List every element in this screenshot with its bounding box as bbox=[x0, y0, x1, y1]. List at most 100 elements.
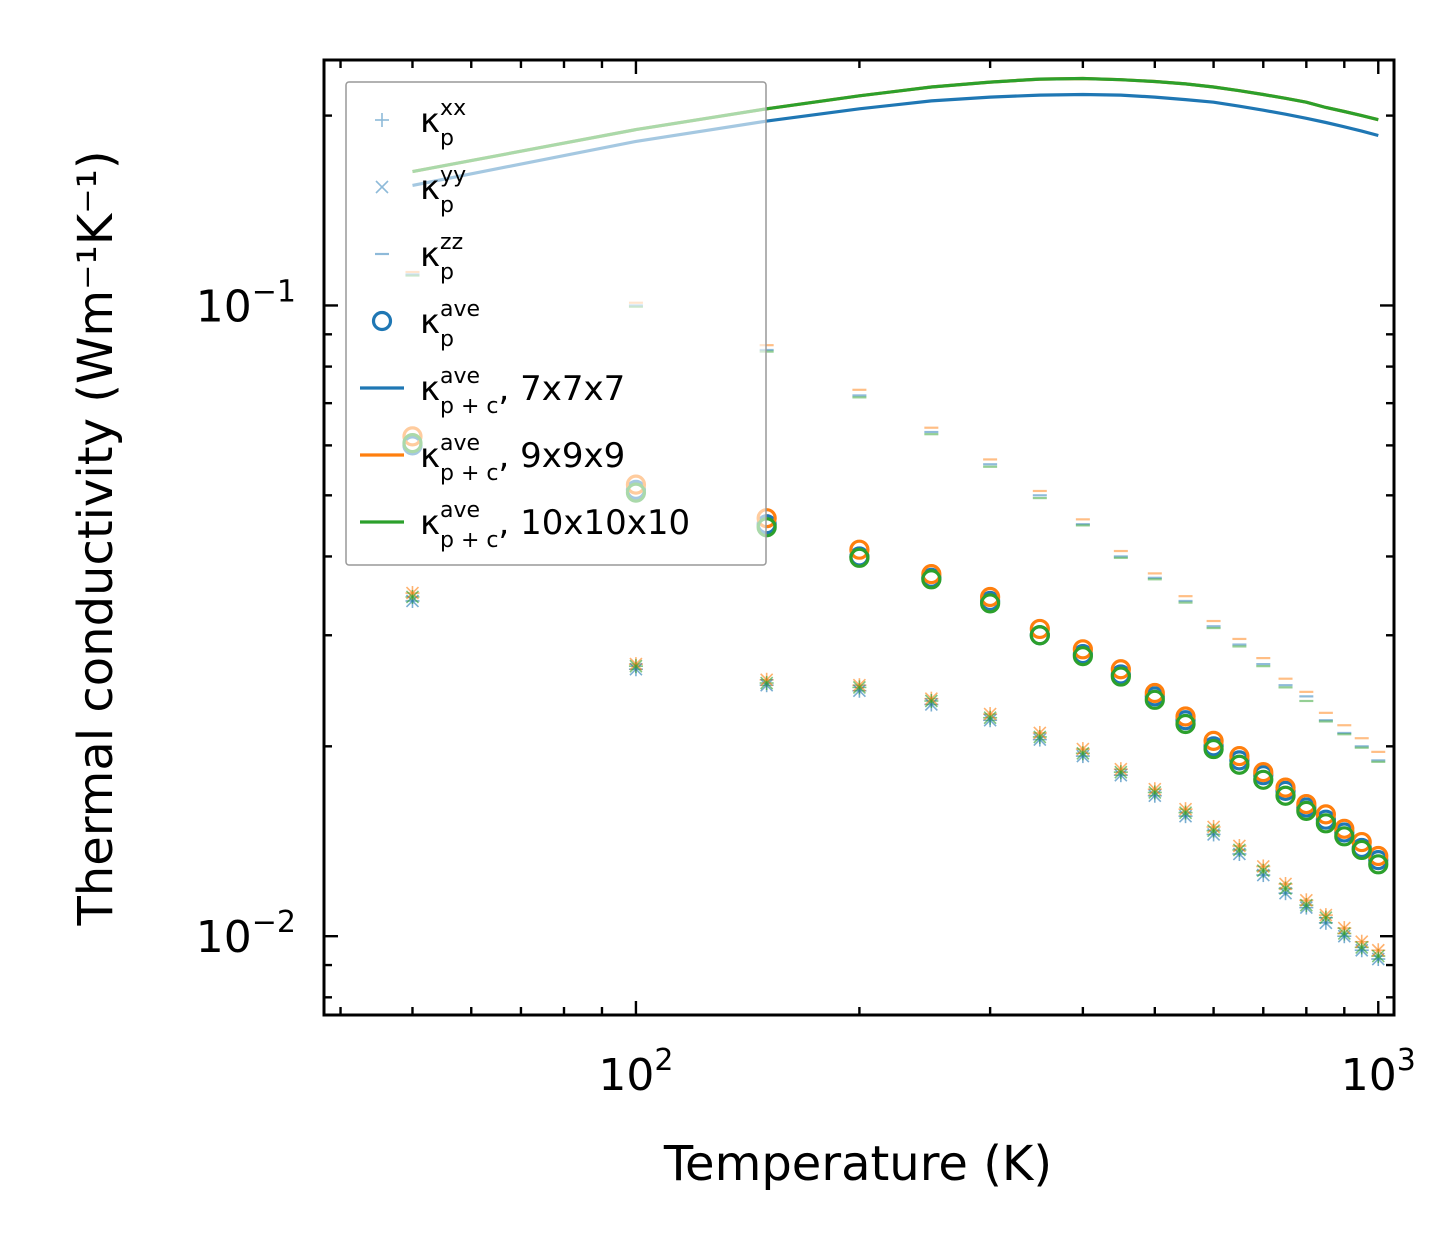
legend-label: κave p + c, 7x7x7 bbox=[420, 364, 625, 419]
point-yy-c9-350 bbox=[1033, 726, 1047, 740]
point-ave-c9-950 bbox=[1351, 831, 1372, 853]
point-ave-c10-600 bbox=[1203, 738, 1224, 760]
point-ave-c10-550 bbox=[1175, 713, 1196, 735]
legend-marker-x bbox=[375, 180, 389, 194]
point-yy-c10-600 bbox=[1207, 824, 1221, 838]
point-ave-c9-300 bbox=[980, 586, 1001, 608]
point-ave-c9-200 bbox=[849, 539, 870, 560]
point-ave-c9-650 bbox=[1229, 745, 1250, 767]
legend-label: κzz p bbox=[420, 230, 463, 285]
y-tick-label: 10−2 bbox=[196, 905, 296, 963]
point-ave-c10-800 bbox=[1296, 800, 1317, 821]
point-yy-c9-550 bbox=[1178, 802, 1193, 816]
point-yy-c10-750 bbox=[1278, 881, 1293, 896]
point-ave-c9-800 bbox=[1296, 793, 1317, 815]
point-ave-c10-750 bbox=[1275, 785, 1296, 806]
point-yy-c7-100 bbox=[629, 662, 643, 676]
legend-item: κave p + c, 10x10x10 bbox=[360, 498, 690, 553]
point-yy-c10-350 bbox=[1033, 730, 1047, 744]
series-xx-c7 bbox=[405, 593, 1386, 967]
point-yy-c7-300 bbox=[983, 713, 997, 727]
point-ave-c10-200 bbox=[849, 547, 870, 568]
point-yy-c9-400 bbox=[1076, 742, 1090, 756]
point-yy-c10-1000 bbox=[1371, 949, 1385, 963]
series-zz-c7 bbox=[405, 273, 1386, 762]
point-yy-c9-150 bbox=[760, 673, 774, 687]
point-yy-c10-900 bbox=[1337, 926, 1351, 941]
point-yy-c10-50 bbox=[405, 590, 420, 604]
point-yy-c7-200 bbox=[852, 684, 866, 698]
point-yy-c9-650 bbox=[1232, 839, 1246, 853]
point-yy-c10-300 bbox=[983, 711, 997, 725]
point-ave-c10-400 bbox=[1072, 646, 1093, 667]
point-yy-c10-850 bbox=[1319, 911, 1333, 925]
legend-label: κave p bbox=[420, 297, 480, 352]
plot-area bbox=[402, 76, 1389, 967]
point-ave-c10-450 bbox=[1110, 666, 1131, 687]
point-ave-c9-900 bbox=[1334, 818, 1355, 839]
point-yy-c9-800 bbox=[1299, 893, 1313, 907]
legend-label: κave p + c, 9x9x9 bbox=[420, 431, 625, 486]
point-ave-c9-350 bbox=[1029, 618, 1050, 640]
legend-item: κave p + c, 7x7x7 bbox=[360, 364, 625, 419]
point-yy-c9-50 bbox=[405, 586, 420, 600]
point-ave-c10-650 bbox=[1229, 754, 1250, 775]
point-yy-c9-900 bbox=[1337, 921, 1351, 935]
point-yy-c9-950 bbox=[1355, 935, 1369, 949]
legend-item: κzz p bbox=[375, 230, 463, 285]
series-yy-c9 bbox=[405, 586, 1385, 957]
point-yy-c7-250 bbox=[924, 697, 938, 712]
point-yy-c10-250 bbox=[924, 694, 938, 708]
point-yy-c9-300 bbox=[983, 707, 997, 721]
point-ave-c10-350 bbox=[1029, 625, 1050, 646]
legend-item: κyy p bbox=[375, 163, 466, 218]
x-tick-label: 102 bbox=[598, 1043, 673, 1101]
point-yy-c9-700 bbox=[1256, 859, 1270, 874]
point-ave-c9-600 bbox=[1203, 730, 1224, 752]
point-yy-c9-750 bbox=[1278, 877, 1293, 891]
legend-label: κyy p bbox=[420, 163, 466, 218]
legend-item: κxx p bbox=[375, 96, 466, 151]
point-yy-c9-1000 bbox=[1371, 943, 1385, 957]
point-yy-c10-100 bbox=[629, 659, 643, 673]
legend-label: κave p + c, 10x10x10 bbox=[420, 498, 690, 553]
y-axis-title: Thermal conductivity (Wm⁻¹K⁻¹) bbox=[68, 150, 124, 926]
data-layer bbox=[402, 76, 1389, 967]
point-ave-c9-850 bbox=[1315, 804, 1336, 825]
point-yy-c10-550 bbox=[1178, 806, 1193, 820]
legend-box bbox=[345, 81, 767, 566]
line-ave-pc-c10 bbox=[412, 76, 1379, 174]
legend-marker-plus bbox=[375, 113, 389, 127]
point-yy-c10-200 bbox=[852, 680, 866, 694]
point-yy-c9-600 bbox=[1207, 820, 1221, 834]
point-ave-c9-750 bbox=[1275, 777, 1296, 798]
point-ave-c10-700 bbox=[1253, 769, 1274, 790]
point-yy-c9-450 bbox=[1114, 762, 1128, 776]
point-yy-c9-250 bbox=[924, 692, 938, 706]
point-ave-c9-450 bbox=[1110, 659, 1131, 680]
point-yy-c9-850 bbox=[1319, 908, 1333, 922]
point-ave-c10-900 bbox=[1334, 826, 1355, 847]
point-ave-c9-400 bbox=[1072, 639, 1093, 660]
y-tick-label: 10−1 bbox=[196, 274, 296, 332]
point-yy-c10-150 bbox=[760, 676, 774, 690]
point-ave-c10-850 bbox=[1315, 813, 1336, 834]
point-yy-c10-950 bbox=[1355, 940, 1369, 954]
point-ave-c10-300 bbox=[980, 593, 1001, 614]
point-ave-c10-1000 bbox=[1368, 854, 1389, 875]
point-ave-c10-500 bbox=[1144, 689, 1165, 710]
point-ave-c10-250 bbox=[921, 569, 942, 590]
point-yy-c10-500 bbox=[1148, 785, 1162, 800]
point-ave-c9-700 bbox=[1253, 762, 1274, 783]
point-yy-c10-650 bbox=[1232, 843, 1246, 857]
point-ave-c10-950 bbox=[1351, 839, 1372, 861]
legend-item: κave p bbox=[371, 297, 480, 352]
point-yy-c7-450 bbox=[1114, 768, 1128, 782]
x-axis-title: Temperature (K) bbox=[663, 1136, 1052, 1192]
series-yy-c7 bbox=[405, 594, 1385, 966]
legend-marker-circle bbox=[371, 310, 393, 332]
point-yy-c9-100 bbox=[629, 657, 643, 671]
point-yy-c9-500 bbox=[1148, 782, 1162, 796]
legend-label: κxx p bbox=[420, 96, 466, 151]
